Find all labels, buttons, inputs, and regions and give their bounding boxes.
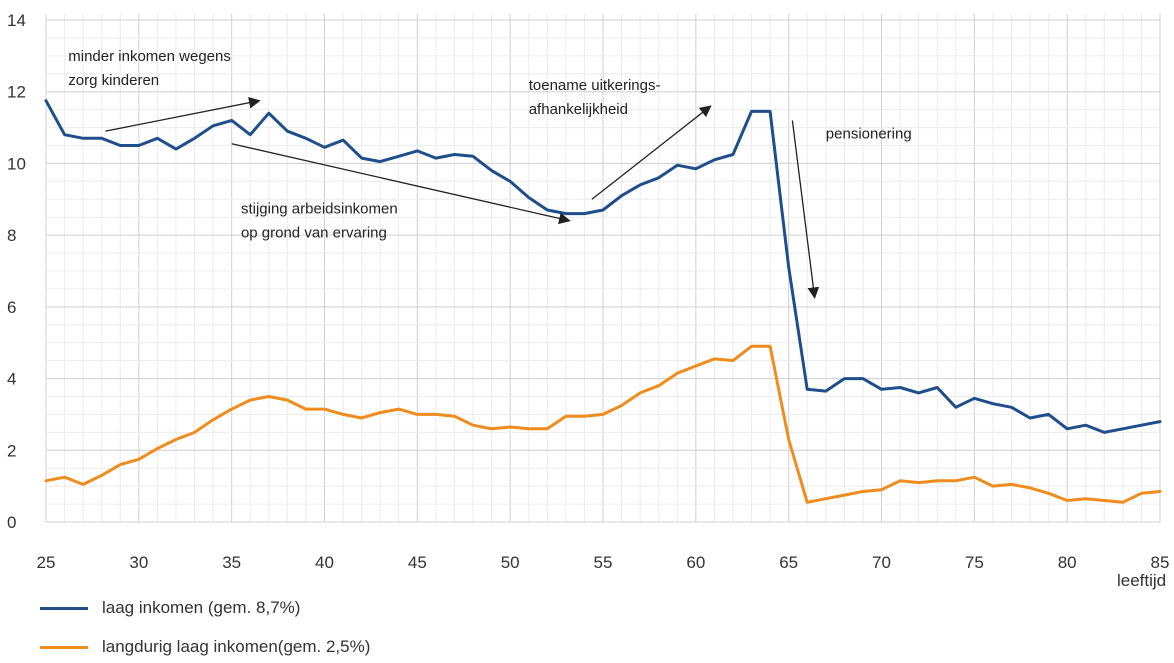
y-tick-label: 14 <box>7 11 26 30</box>
annotation-text: op grond van ervaring <box>241 225 387 242</box>
series-line-1 <box>44 99 1162 434</box>
x-tick-label: 80 <box>1058 553 1077 572</box>
y-tick-label: 2 <box>7 441 16 460</box>
x-tick-label: 60 <box>686 553 705 572</box>
annotation-text: pensionering <box>826 125 912 142</box>
annotation-text: zorg kinderen <box>68 72 159 89</box>
x-tick-label: 65 <box>779 553 798 572</box>
annotation-arrow <box>105 96 261 132</box>
x-tick-label: 75 <box>965 553 984 572</box>
legend-label: langdurig laag inkomen(gem. 2,5%) <box>102 637 371 656</box>
annotation-arrows <box>105 96 820 300</box>
y-tick-label: 10 <box>7 154 26 173</box>
x-tick-label: 70 <box>872 553 891 572</box>
annotation-arrow <box>791 120 820 300</box>
x-tick-label: 40 <box>315 553 334 572</box>
x-tick-label: 30 <box>129 553 148 572</box>
y-tick-label: 8 <box>7 226 16 245</box>
annotation-text: afhankelijkheid <box>529 101 628 118</box>
y-tick-label: 6 <box>7 298 16 317</box>
x-axis-label: leeftijd <box>1117 571 1166 590</box>
annotation-arrow <box>591 105 712 200</box>
legend-swatch-orange <box>40 645 88 649</box>
y-tick-label: 4 <box>7 370 16 389</box>
annotation-text: minder inkomen wegens <box>68 48 231 65</box>
legend-item-laag-inkomen: laag inkomen (gem. 8,7%) <box>40 598 300 618</box>
legend-item-langdurig-laag-inkomen: langdurig laag inkomen(gem. 2,5%) <box>40 637 370 657</box>
annotations: minder inkomen wegens zorg kinderen stijgi… <box>68 48 911 241</box>
x-tick-label: 55 <box>594 553 613 572</box>
series-line-2 <box>44 344 1162 504</box>
x-tick-label: 25 <box>37 553 56 572</box>
x-tick-label: 50 <box>501 553 520 572</box>
annotation-text: stijging arbeidsinkomen <box>241 201 398 218</box>
x-tick-label: 45 <box>408 553 427 572</box>
series-layer <box>44 99 1162 504</box>
annotation-text: toename uitkerings- <box>529 77 661 94</box>
legend-swatch-blue <box>40 606 88 610</box>
y-tick-label: 12 <box>7 83 26 102</box>
x-tick-label: 85 <box>1151 553 1170 572</box>
axes: 0 2 4 6 8 10 12 14 25 30 35 40 45 50 55 60 65 70 75 80 85 <box>7 11 1169 572</box>
x-tick-label: 35 <box>222 553 241 572</box>
y-tick-label: 0 <box>7 513 16 532</box>
annotation-arrow <box>231 143 571 225</box>
legend-label: laag inkomen (gem. 8,7%) <box>102 598 301 617</box>
